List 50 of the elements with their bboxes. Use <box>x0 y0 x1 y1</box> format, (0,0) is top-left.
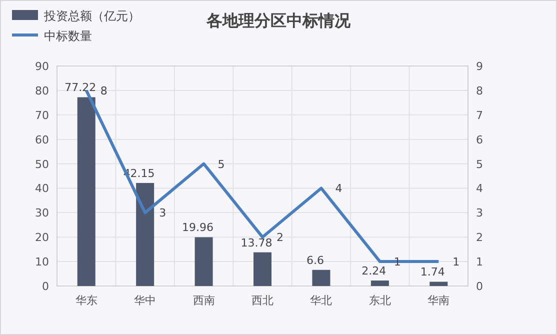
x-tick-label: 西北 <box>252 294 274 307</box>
data-label: 1.74 <box>420 266 445 279</box>
bar <box>254 252 272 286</box>
y2-tick-label: 6 <box>476 133 483 146</box>
data-label: 8 <box>100 84 108 98</box>
data-label: 3 <box>159 206 166 220</box>
bar <box>194 237 213 286</box>
x-tick-label: 东北 <box>368 294 391 307</box>
x-tick-label: 华南 <box>428 294 450 307</box>
data-label: 5 <box>218 158 225 171</box>
data-label: 77.22 <box>64 81 96 94</box>
x-tick-label: 华东 <box>75 294 98 307</box>
data-label: 2.24 <box>362 264 386 278</box>
y2-tick-label: 3 <box>476 206 483 220</box>
y-tick-label: 30 <box>35 206 49 220</box>
data-label: 2 <box>276 231 284 244</box>
y-tick-label: 40 <box>35 182 49 196</box>
data-label: 1 <box>452 256 460 269</box>
chart-title: 各地理分区中标情况 <box>206 11 352 30</box>
y2-tick-label: 0 <box>476 280 483 293</box>
y2-tick-label: 7 <box>476 108 483 122</box>
bar <box>312 270 330 286</box>
y-tick-label: 60 <box>35 133 49 146</box>
y-tick-label: 50 <box>35 158 49 171</box>
y-tick-label: 20 <box>35 231 49 244</box>
x-tick-label: 华中 <box>134 294 156 307</box>
legend-label: 中标数量 <box>44 29 92 43</box>
y2-tick-label: 4 <box>476 182 483 196</box>
data-label: 13.78 <box>240 236 272 250</box>
y-tick-label: 10 <box>35 256 49 269</box>
data-label: 1 <box>394 256 401 269</box>
bar <box>370 280 389 286</box>
y-tick-label: 90 <box>35 60 49 73</box>
y-tick-label: 70 <box>35 108 49 122</box>
y-tick-label: 80 <box>35 84 49 98</box>
y2-tick-label: 2 <box>476 231 483 244</box>
bar <box>430 282 448 286</box>
x-tick-label: 华北 <box>310 294 332 307</box>
y2-tick-label: 1 <box>476 256 483 269</box>
y2-tick-label: 8 <box>476 84 483 98</box>
x-tick-label: 西南 <box>192 294 215 307</box>
legend-label: 投资总额（亿元） <box>43 9 140 23</box>
data-label: 6.6 <box>306 254 324 267</box>
data-label: 19.96 <box>182 221 214 234</box>
y2-tick-label: 5 <box>476 158 483 171</box>
y-tick-label: 0 <box>42 280 49 293</box>
y2-tick-label: 9 <box>476 60 483 73</box>
bar <box>77 97 96 286</box>
data-label: 4 <box>335 182 342 196</box>
bar <box>136 182 154 286</box>
